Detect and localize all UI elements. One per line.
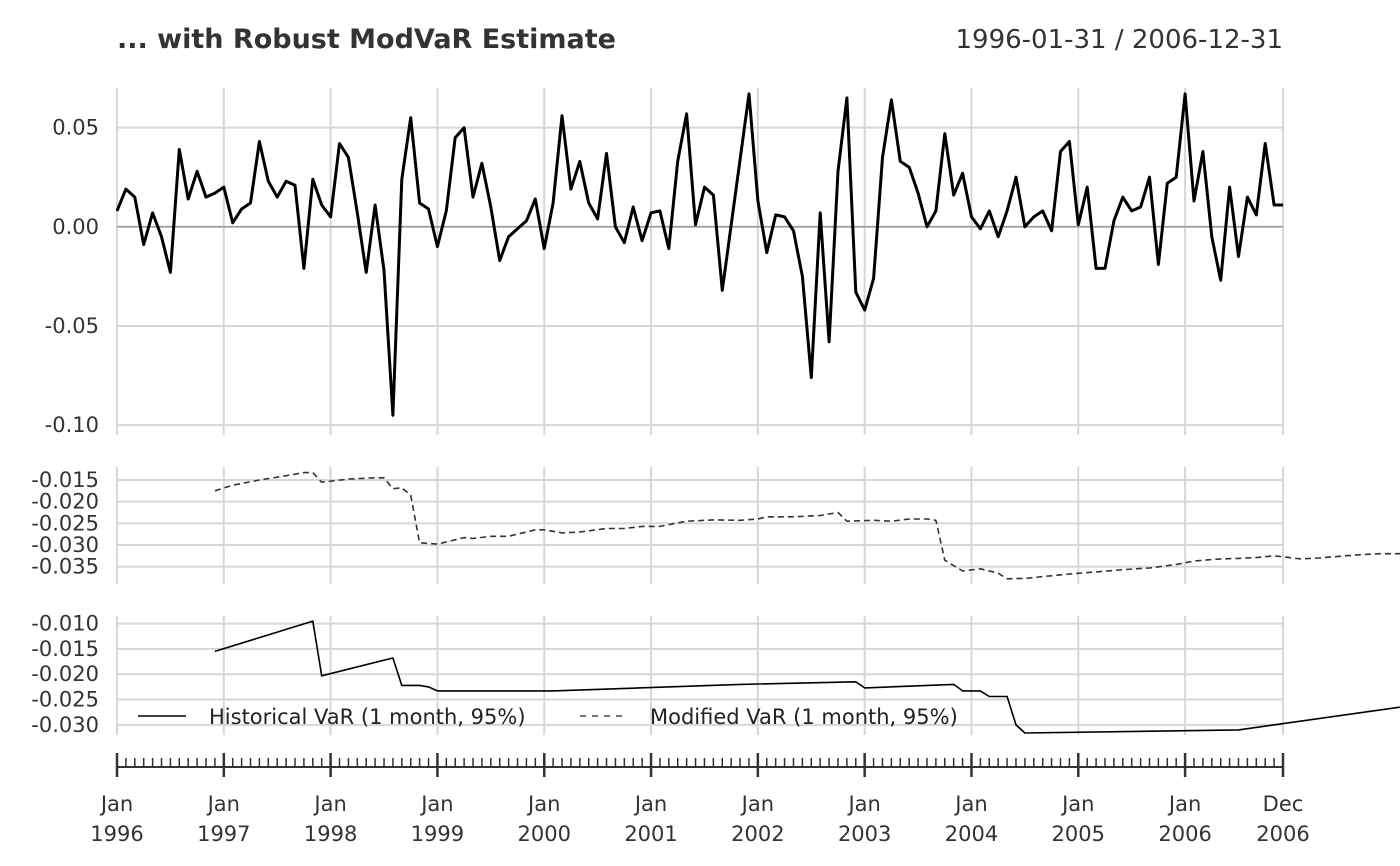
x-tick-year: 2006 bbox=[1256, 822, 1309, 846]
x-tick-month: Dec bbox=[1263, 792, 1304, 816]
x-tick-month: Jan bbox=[953, 792, 987, 816]
x-tick-year: 2001 bbox=[624, 822, 677, 846]
y-tick-label: -0.010 bbox=[31, 612, 99, 636]
chart-title: ... with Robust ModVaR Estimate bbox=[117, 24, 616, 55]
y-tick-label: -0.015 bbox=[31, 468, 99, 492]
x-tick-year: 2003 bbox=[838, 822, 891, 846]
y-tick-label: -0.05 bbox=[45, 314, 99, 338]
y-tick-label: 0.05 bbox=[52, 116, 99, 140]
y-tick-label: -0.020 bbox=[31, 662, 99, 686]
series-line-returns bbox=[115, 92, 1283, 417]
y-tick-label: -0.025 bbox=[31, 688, 99, 712]
x-tick-year: 1997 bbox=[197, 822, 250, 846]
date-range: 1996-01-31 / 2006-12-31 bbox=[956, 25, 1284, 55]
x-axis: Jan 1996 Jan 1997 Jan 1998 Jan 1999 Jan 2000 Jan 20… bbox=[90, 753, 1310, 846]
x-tick-month: Jan bbox=[740, 792, 774, 816]
series-line-modified-var bbox=[214, 471, 1400, 580]
x-tick-year: 1996 bbox=[90, 822, 143, 846]
x-tick-month: Jan bbox=[312, 792, 346, 816]
x-tick-month: Jan bbox=[206, 792, 240, 816]
y-ticks: 0.050.00-0.05-0.10-0.015-0.020-0.025-0.0… bbox=[31, 116, 99, 737]
y-tick-label: -0.030 bbox=[31, 533, 99, 557]
y-tick-label: -0.035 bbox=[31, 555, 99, 579]
y-tick-label: -0.030 bbox=[31, 713, 99, 737]
x-tick-year: 2002 bbox=[731, 822, 784, 846]
grid bbox=[116, 88, 1284, 735]
x-tick-year: 2004 bbox=[945, 822, 998, 846]
x-tick-month: Jan bbox=[419, 792, 453, 816]
x-tick-year: 1998 bbox=[304, 822, 357, 846]
legend: Historical VaR (1 month, 95%) Modified Va… bbox=[138, 705, 958, 729]
series-layer bbox=[115, 92, 1400, 734]
y-tick-label: -0.10 bbox=[45, 413, 99, 437]
x-tick-year: 1999 bbox=[411, 822, 464, 846]
x-tick-year: 2005 bbox=[1052, 822, 1105, 846]
y-tick-label: -0.025 bbox=[31, 511, 99, 535]
x-tick-month: Jan bbox=[633, 792, 667, 816]
legend-label: Modified VaR (1 month, 95%) bbox=[650, 705, 958, 729]
x-tick-month: Jan bbox=[846, 792, 880, 816]
x-tick-year: 2000 bbox=[518, 822, 571, 846]
series-line-historical-var bbox=[214, 620, 1400, 734]
x-tick-month: Jan bbox=[99, 792, 133, 816]
y-tick-label: 0.00 bbox=[52, 215, 99, 239]
y-tick-label: -0.015 bbox=[31, 637, 99, 661]
y-tick-label: -0.020 bbox=[31, 490, 99, 514]
legend-label: Historical VaR (1 month, 95%) bbox=[209, 705, 526, 729]
x-tick-month: Jan bbox=[526, 792, 560, 816]
x-tick-month: Jan bbox=[1060, 792, 1094, 816]
x-tick-month: Jan bbox=[1167, 792, 1201, 816]
x-tick-year: 2006 bbox=[1158, 822, 1211, 846]
